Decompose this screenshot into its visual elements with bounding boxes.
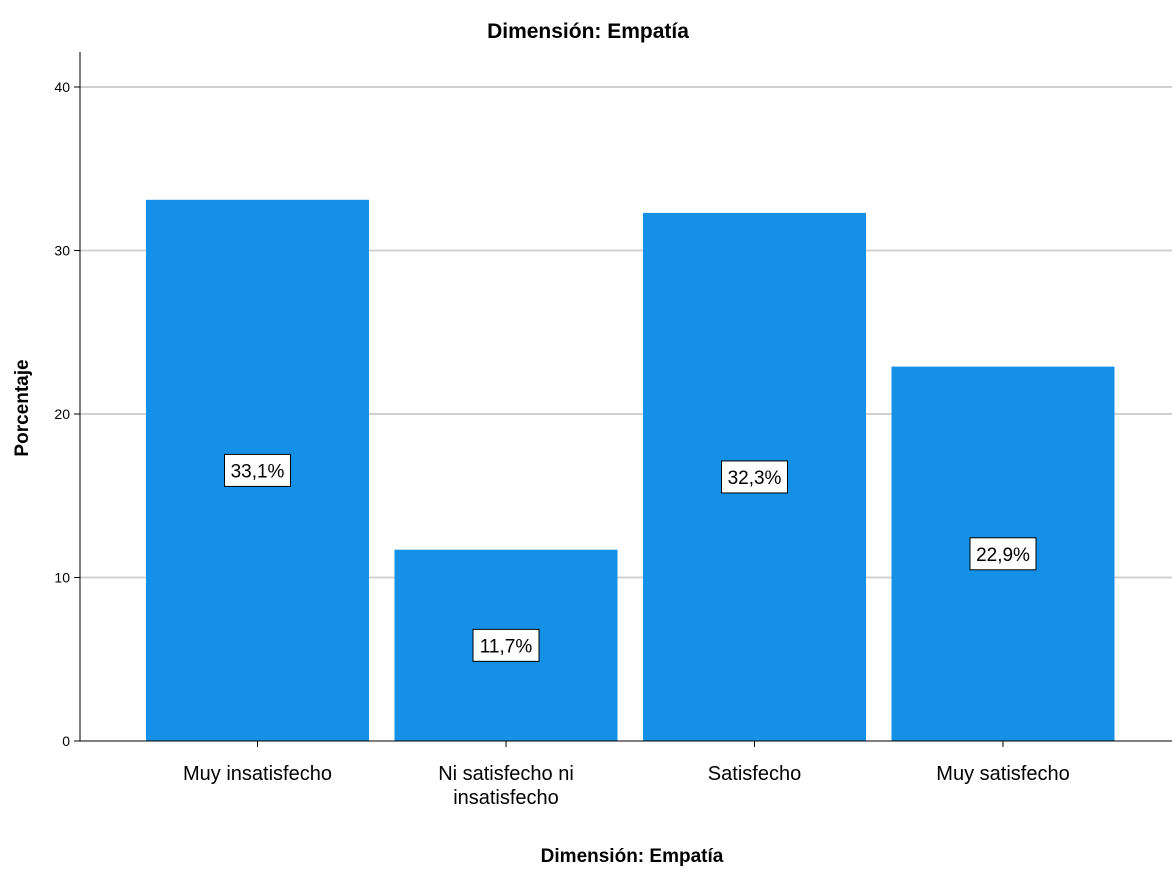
- y-tick-label: 10: [54, 570, 70, 586]
- data-label: 22,9%: [976, 545, 1030, 566]
- data-label: 11,7%: [480, 636, 533, 657]
- x-category-label: Muy insatisfecho: [183, 763, 332, 785]
- x-category-label: insatisfecho: [453, 787, 559, 809]
- data-label: 32,3%: [728, 468, 782, 489]
- x-category-label: Ni satisfecho ni: [438, 763, 574, 785]
- y-tick-label: 30: [54, 243, 70, 259]
- y-axis-title: Porcentaje: [12, 359, 33, 456]
- y-tick-label: 0: [62, 733, 70, 749]
- data-label-box: [224, 453, 291, 487]
- data-label-box: [969, 537, 1037, 571]
- y-tick-label: 20: [54, 406, 70, 422]
- x-category-label: Satisfecho: [708, 763, 801, 785]
- x-category-label: Muy satisfecho: [936, 763, 1069, 785]
- data-label-box: [472, 628, 540, 662]
- x-axis-title: Dimensión: Empatía: [541, 846, 724, 867]
- chart-title: Dimensión: Empatía: [487, 20, 689, 43]
- bars-group: 33,1% 11,7% 32,3% 22,9%: [146, 199, 1115, 741]
- data-label: 33,1%: [231, 461, 285, 482]
- data-label-box: [721, 460, 788, 494]
- y-axis-ticks: 0 10 20 30 40: [54, 79, 80, 749]
- y-tick-label: 40: [54, 79, 70, 95]
- x-axis-categories: Muy insatisfecho Ni satisfecho niinsatisf…: [183, 741, 1070, 809]
